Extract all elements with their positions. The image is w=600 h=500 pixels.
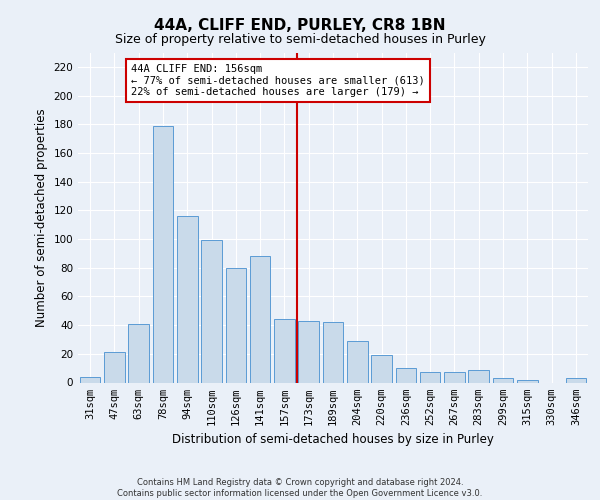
Bar: [517, 380, 538, 382]
Bar: [371, 355, 392, 382]
Bar: [226, 268, 246, 382]
Bar: [566, 378, 586, 382]
Bar: [347, 341, 368, 382]
Bar: [493, 378, 514, 382]
Text: Contains HM Land Registry data © Crown copyright and database right 2024.
Contai: Contains HM Land Registry data © Crown c…: [118, 478, 482, 498]
Bar: [177, 216, 197, 382]
Bar: [104, 352, 125, 382]
X-axis label: Distribution of semi-detached houses by size in Purley: Distribution of semi-detached houses by …: [172, 433, 494, 446]
Bar: [444, 372, 465, 382]
Bar: [274, 320, 295, 382]
Bar: [80, 377, 100, 382]
Bar: [201, 240, 222, 382]
Bar: [469, 370, 489, 382]
Bar: [152, 126, 173, 382]
Bar: [298, 321, 319, 382]
Bar: [395, 368, 416, 382]
Bar: [323, 322, 343, 382]
Bar: [128, 324, 149, 382]
Text: 44A, CLIFF END, PURLEY, CR8 1BN: 44A, CLIFF END, PURLEY, CR8 1BN: [154, 18, 446, 32]
Y-axis label: Number of semi-detached properties: Number of semi-detached properties: [35, 108, 48, 327]
Text: Size of property relative to semi-detached houses in Purley: Size of property relative to semi-detach…: [115, 32, 485, 46]
Bar: [420, 372, 440, 382]
Text: 44A CLIFF END: 156sqm
← 77% of semi-detached houses are smaller (613)
22% of sem: 44A CLIFF END: 156sqm ← 77% of semi-deta…: [131, 64, 425, 97]
Bar: [250, 256, 271, 382]
